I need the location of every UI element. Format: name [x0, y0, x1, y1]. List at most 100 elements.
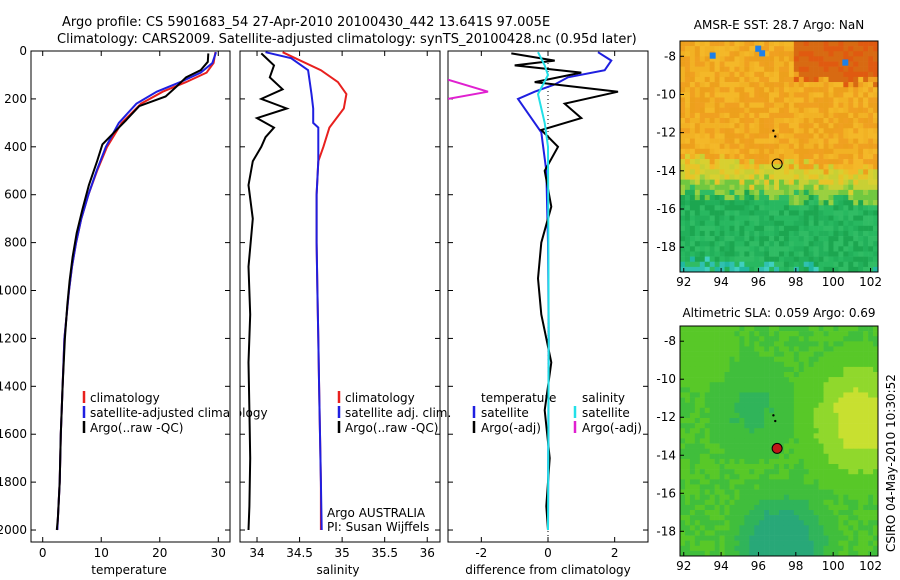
sla-map-cell [709, 504, 715, 511]
sst-map-cell [754, 87, 760, 93]
sst-map-cell [724, 71, 730, 78]
sst-map-cell [774, 97, 780, 103]
sla-map-cell [704, 464, 710, 470]
sst-map-cell [788, 153, 795, 160]
sst-map-cell [808, 246, 814, 252]
sla-map-cell [739, 387, 745, 393]
sla-map-cell [808, 525, 814, 531]
sst-map-cell [699, 189, 706, 196]
sst-map-cell [833, 76, 839, 83]
temperature-legend: climatology satellite-adjusted climatolo… [82, 391, 268, 435]
sla-map-cell [734, 397, 740, 403]
sla-map-cell [754, 525, 760, 531]
sla-map-cell [783, 377, 790, 383]
sst-map-cell [833, 41, 839, 47]
sst-map-cell [823, 66, 829, 73]
sst-map-cell [853, 179, 859, 186]
sla-map-cell [689, 469, 696, 475]
sst-map-cell [833, 205, 839, 211]
sst-map-cell [754, 261, 760, 268]
sla-map-cell [719, 423, 725, 429]
sla-map-cell [793, 356, 800, 363]
sst-map-cell [699, 46, 706, 52]
sla-map-cell [714, 494, 720, 501]
sst-map-cell [793, 256, 800, 263]
sst-map-cell [873, 41, 879, 47]
sla-map-cell [754, 453, 760, 460]
sst-map-cell [754, 215, 760, 221]
sst-map-cell [724, 153, 730, 160]
sla-map-cell [724, 356, 730, 363]
sla-map-cell [680, 499, 686, 506]
sst-map-cell [868, 189, 874, 196]
sla-map-cell [749, 443, 755, 449]
sla-map-cell [749, 453, 755, 460]
sst-map-cell [779, 153, 785, 160]
sla-map-cell [689, 336, 696, 342]
sla-map-cell [783, 372, 790, 378]
sst-map-cell [749, 189, 755, 196]
sla-map-cell [873, 469, 879, 475]
sla-map-cell [719, 525, 725, 531]
sla-map-cell [823, 484, 829, 490]
sla-map-cell [808, 443, 814, 449]
sst-map-cell [858, 143, 864, 150]
sst-map-cell [734, 153, 740, 160]
sla-map-cell [838, 453, 844, 460]
sst-map-cell [764, 225, 770, 232]
sst-map-cell [704, 112, 710, 119]
sla-map-cell [680, 392, 686, 398]
sst-map-cell [808, 123, 814, 129]
sla-map-cell [863, 484, 869, 490]
sst-map-cell [793, 102, 800, 109]
sla-map-cell [694, 336, 701, 342]
sst-map-cell [694, 159, 701, 165]
sst-map-cell [803, 236, 809, 242]
sla-map-cell [739, 331, 745, 337]
sla-map-cell [858, 530, 864, 536]
sst-map-cell [729, 143, 735, 150]
sst-map-cell [783, 112, 790, 119]
sla-map-cell [680, 443, 686, 449]
sla-map-cell [684, 336, 691, 342]
sla-map-cell [759, 366, 765, 373]
sst-map-cell [680, 210, 686, 216]
sst-map-cell [853, 46, 859, 52]
sla-map-cell [808, 402, 814, 409]
sst-map-cell [853, 225, 859, 232]
sst-map-cell [808, 97, 814, 103]
sla-map-cell [694, 494, 701, 501]
sla-map-cell [828, 402, 834, 409]
sla-map-cell [858, 448, 864, 455]
sst-map-cell [788, 87, 795, 93]
sla-map-cell [788, 443, 795, 449]
sst-map-cell [838, 251, 844, 257]
sst-map-cell [689, 133, 696, 139]
sla-map-cell [689, 397, 696, 403]
sst-map-cell [704, 220, 710, 227]
sla-map-cell [764, 402, 770, 409]
sla-map-cell [719, 356, 725, 363]
sla-map-cell [793, 402, 800, 409]
sla-map-cell [724, 397, 730, 403]
sla-map-cell [868, 372, 874, 378]
sst-map-cell [689, 51, 696, 57]
sst-map-cell [764, 92, 770, 98]
sla-map-cell [694, 479, 701, 485]
sla-map-cell [704, 499, 710, 506]
sst-map-cell [853, 128, 859, 134]
sst-map-cell [873, 87, 879, 93]
sla-map-cell [714, 504, 720, 511]
sst-map-cell [744, 66, 750, 73]
sst-map-cell [838, 179, 844, 186]
sst-map-cell [714, 102, 720, 109]
sst-map-cell [843, 71, 849, 78]
sst-map-cell [714, 76, 720, 83]
sla-map-cell [744, 351, 750, 357]
sla-map-cell [724, 448, 730, 455]
sla-map-cell [694, 499, 701, 506]
sst-map-cell [863, 51, 869, 57]
sst-map-cell [704, 230, 710, 237]
sla-map-cell [749, 458, 755, 465]
sst-map-cell [734, 82, 740, 88]
